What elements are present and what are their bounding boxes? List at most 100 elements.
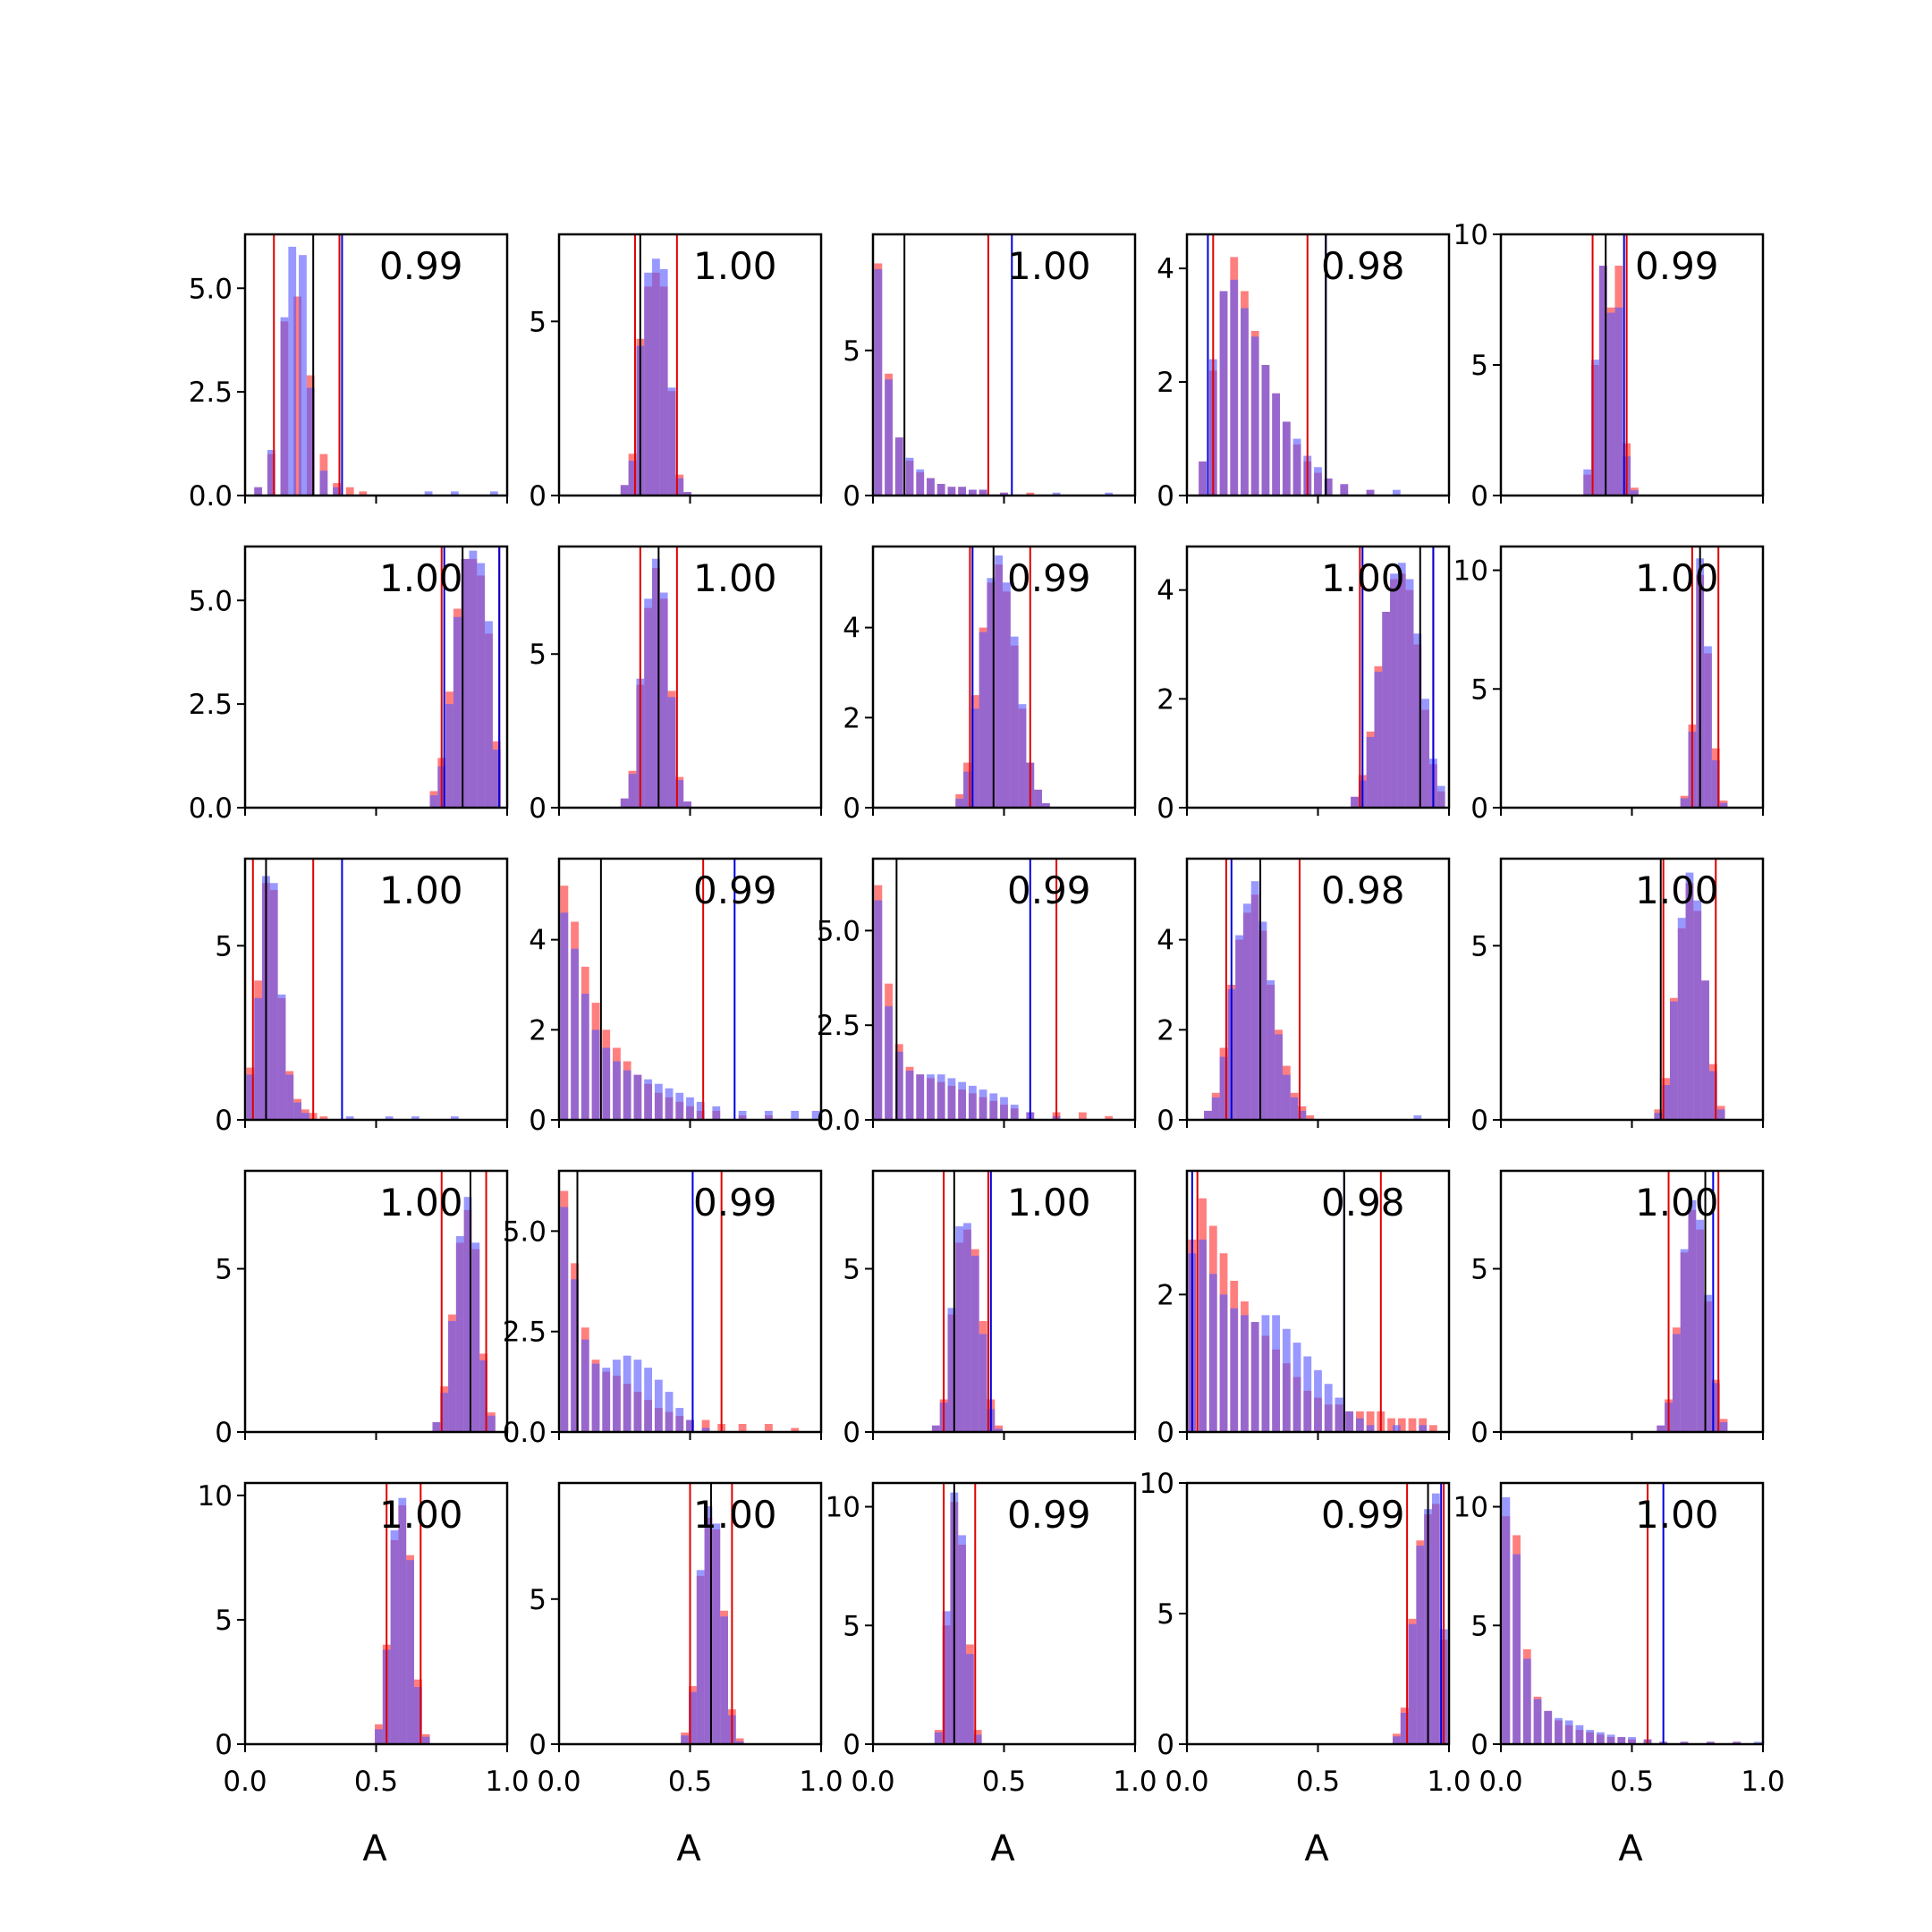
histogram-bar-blue (1052, 492, 1061, 496)
score-annotation: 1.00 (1635, 869, 1719, 912)
histogram-bar-blue (681, 1735, 690, 1744)
histogram-bar-blue (989, 1093, 998, 1120)
y-tick-label: 5 (1470, 350, 1488, 382)
histogram-bar-blue (1010, 636, 1019, 808)
histogram-bar-blue (1614, 307, 1623, 496)
x-tick-label: 0.0 (851, 1766, 894, 1798)
y-tick-label: 2 (1157, 683, 1174, 716)
y-tick-label: 0 (529, 1729, 547, 1761)
x-axis-label-col-3: A (990, 1828, 1015, 1869)
histogram-bar-blue (1393, 489, 1401, 496)
histogram-bar-blue (704, 1505, 713, 1744)
y-tick-label: 5 (843, 1254, 860, 1286)
histogram-bar-blue (623, 1070, 631, 1120)
histogram-bar-red (701, 1419, 710, 1432)
histogram-bar-blue (451, 491, 459, 496)
y-tick-label: 10 (198, 1480, 233, 1513)
histogram-bar-blue (602, 1047, 611, 1120)
histogram-bar-blue (1292, 438, 1301, 496)
y-tick-label: 2.5 (817, 1010, 860, 1042)
histogram-bar-blue (591, 1030, 600, 1120)
histogram-bar-blue (1374, 671, 1383, 808)
y-tick-label: 4 (1157, 575, 1174, 607)
histogram-bar-blue (1707, 1741, 1715, 1744)
histogram-bar-blue (696, 1101, 705, 1120)
histogram-bar-blue (1575, 1724, 1584, 1744)
histogram-bar-blue (1390, 573, 1398, 808)
subplot-r5c3: 0 5 10 0.0 0.5 1.0 0.99 (826, 1481, 1157, 1798)
histogram-bar-blue (979, 1334, 987, 1432)
y-tick-label: 0 (1470, 1729, 1488, 1761)
score-annotation: 1.00 (693, 244, 777, 288)
histogram-bar-blue (811, 1110, 820, 1120)
histogram-bar-blue (1431, 1493, 1440, 1744)
histogram-bar-red (738, 1424, 747, 1432)
histogram-bar-blue (385, 1116, 394, 1120)
histogram-bar-blue (571, 1279, 579, 1432)
y-tick-label: 4 (1157, 253, 1174, 285)
y-tick-label: 0.0 (503, 1417, 547, 1449)
histogram-bar-blue (644, 1368, 653, 1432)
histogram-bar-blue (712, 1106, 721, 1120)
histogram-bar-blue (1405, 579, 1414, 808)
histogram-bar-blue (1003, 582, 1011, 808)
histogram-bar-blue (689, 1691, 697, 1744)
histogram-bar-red (345, 487, 354, 496)
histogram-bar-red (1105, 1115, 1114, 1120)
histogram-bar-blue (1314, 1369, 1322, 1432)
histogram-bar-blue (1199, 461, 1207, 496)
histogram-bar-blue (1701, 980, 1709, 1120)
histogram-bar-blue (1335, 1397, 1343, 1432)
histogram-bar-blue (1219, 291, 1228, 496)
subplot-r5c4: 0 5 10 0.0 0.5 1.0 0.99 (1140, 1468, 1471, 1798)
histogram-bar-blue (931, 1425, 940, 1432)
histogram-bar-blue (633, 1360, 642, 1432)
histogram-bar-blue (1719, 802, 1728, 808)
histogram-bar-blue (580, 994, 589, 1120)
histogram-bar-blue (1314, 467, 1322, 496)
y-tick-label: 0.0 (189, 480, 233, 513)
histogram-bar-blue (1393, 1425, 1401, 1432)
subplot-r2c1: 0.0 2.5 5.0 1.00 (189, 545, 509, 825)
histogram-bar-blue (390, 1530, 399, 1744)
histogram-bar-blue (1324, 1384, 1333, 1432)
histogram-bar-blue (628, 461, 637, 496)
histogram-bar-blue (973, 1734, 982, 1744)
y-tick-label: 0 (215, 1417, 233, 1449)
histogram-bar-blue (1654, 1113, 1663, 1120)
score-annotation: 1.00 (1321, 556, 1405, 600)
histogram-bar-blue (970, 1255, 979, 1432)
histogram-bar-blue (1105, 492, 1114, 496)
histogram-bar-red (293, 296, 301, 496)
x-tick-label: 1.0 (1427, 1766, 1470, 1798)
y-tick-label: 0 (529, 1105, 547, 1137)
histogram-bar-blue (675, 780, 684, 808)
histogram-bar-blue (968, 1085, 977, 1120)
y-tick-label: 0 (843, 1417, 860, 1449)
histogram-bar-blue (1583, 469, 1592, 496)
histogram-bar-blue (299, 255, 307, 496)
histogram-bar-blue (254, 997, 263, 1120)
histogram-bar-blue (644, 1079, 653, 1120)
histogram-bar-blue (1680, 1249, 1689, 1432)
histogram-bar-blue (1606, 1734, 1615, 1744)
histogram-bar-blue (432, 1422, 441, 1432)
y-tick-label: 2.5 (189, 377, 233, 409)
histogram-bar-blue (413, 1687, 422, 1744)
histogram-bar-blue (277, 994, 286, 1120)
histogram-bar-blue (1397, 563, 1406, 808)
histogram-bar-red (791, 1428, 800, 1432)
score-annotation: 0.98 (1321, 244, 1405, 288)
histogram-bar-blue (686, 1097, 694, 1120)
histogram-bar-blue (916, 469, 925, 496)
histogram-bar-blue (269, 883, 278, 1120)
histogram-bar-blue (1711, 759, 1720, 808)
histogram-bar-blue (492, 750, 501, 808)
histogram-bar-blue (894, 1051, 903, 1120)
histogram-bar-blue (1250, 881, 1259, 1120)
histogram-bar-blue (1753, 1741, 1762, 1744)
histogram-bar-blue (1606, 312, 1615, 496)
x-tick-label: 0.5 (354, 1766, 398, 1798)
histogram-bar-blue (644, 272, 653, 496)
histogram-bar-blue (712, 1523, 721, 1744)
